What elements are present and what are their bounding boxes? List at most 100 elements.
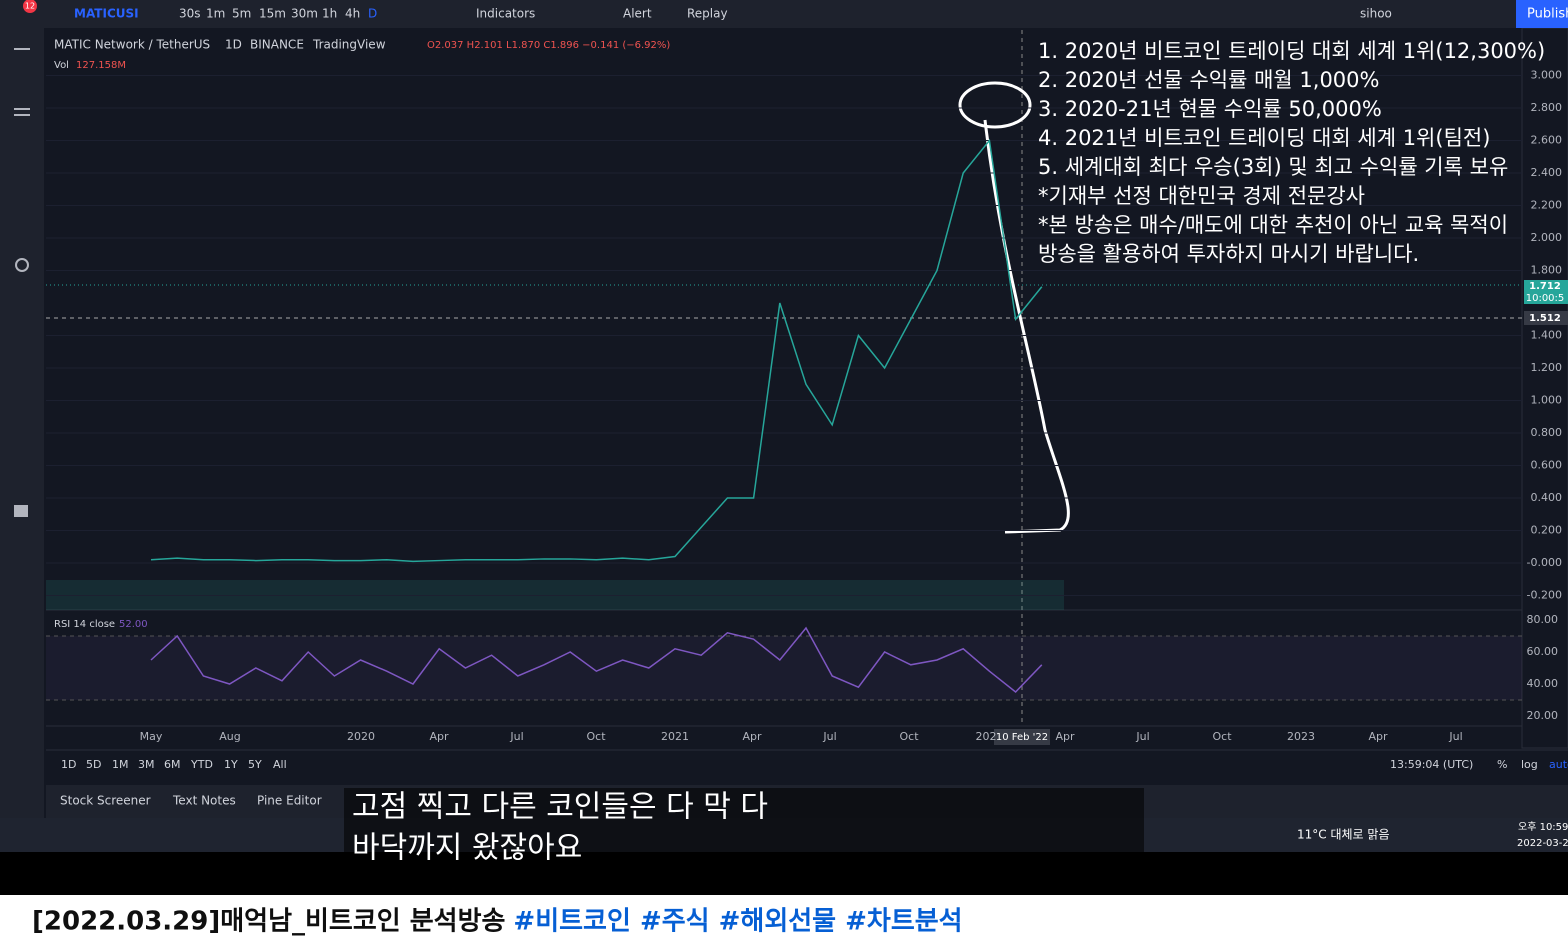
rsi-label: RSI 14 close [54,619,115,630]
y-tick-label: 2.000 [1531,231,1563,244]
x-tick-label: May [140,730,163,743]
overlay-line: 5. 세계대회 최다 우승(3회) 및 최고 수익률 기록 보유 [1038,155,1508,179]
x-tick-label: 10 Feb '22 [996,732,1048,743]
auto-toggle[interactable]: auto [1549,758,1568,771]
rsi-tick-label: 20.00 [1527,709,1559,722]
price-axis [1521,27,1568,749]
y-tick-label: 1.400 [1531,329,1563,342]
x-tick-label: Apr [1368,730,1388,743]
interval-button[interactable]: D [368,7,377,21]
y-tick-label: 1.200 [1531,361,1563,374]
x-tick-label: Oct [586,730,606,743]
weather: 11°C 대체로 맑음 [1297,828,1389,842]
interval-button[interactable]: 5m [232,7,251,21]
y-tick-label: -0.000 [1527,556,1562,569]
panel-tab[interactable]: Text Notes [172,794,236,808]
x-tick-label: Oct [899,730,919,743]
app-background [0,0,1568,895]
crosshair-price-label: 1.512 [1529,313,1561,324]
publish-button[interactable] [1516,0,1568,28]
y-tick-label: 0.400 [1531,491,1563,504]
x-tick-label: Jul [1448,730,1462,743]
interval-button[interactable]: 4h [345,7,360,21]
x-tick-label: Apr [429,730,449,743]
source: TradingView [312,38,386,52]
x-tick-label: 2020 [347,730,375,743]
rsi-line [150,626,1043,694]
left-toolbar [0,28,44,818]
overlay-line: 2. 2020년 선물 수익률 매월 1,000% [1038,68,1380,92]
rsi-tick-label: 60.00 [1527,645,1559,658]
symbol[interactable]: MATICUSI [74,7,139,21]
range-button[interactable]: 1M [112,758,129,771]
range-button[interactable]: 5Y [248,758,262,771]
percent-toggle[interactable]: % [1497,758,1507,771]
x-tick-label: Jul [1135,730,1149,743]
panel-tab[interactable]: Pine Editor [257,794,322,808]
hand-drawing [958,81,1070,534]
overlay-line: 방송을 활용하여 투자하지 마시기 바랍니다. [1038,242,1419,266]
subtitle-box [344,788,1144,868]
clock: 13:59:04 (UTC) [1390,758,1473,771]
y-tick-label: 0.600 [1531,459,1563,472]
range-button[interactable]: All [273,758,287,771]
top-toolbar [0,0,1568,28]
range-button[interactable]: 1D [61,758,76,771]
x-tick-label: Apr [742,730,762,743]
video-hashtags[interactable]: #비트코인 #주식 #해외선물 #차트분석 [513,907,962,937]
y-tick-label: 2.800 [1531,101,1563,114]
y-tick-label: 3.000 [1531,69,1563,82]
y-tick-label: 2.400 [1531,166,1563,179]
pair: MATIC Network / TetherUS [54,38,210,52]
y-tick-label: 2.600 [1531,134,1563,147]
alert-button[interactable]: Alert [623,7,652,21]
video-title: [2022.03.29]매억남_비트코인 분석방송 [32,907,505,937]
publish-label[interactable]: Publish [1527,7,1568,22]
volume-label: Vol [54,60,69,71]
overlay-line: 4. 2021년 비트코인 트레이딩 대회 세계 1위(팀전) [1038,126,1490,150]
crosshair-date-box [994,729,1050,745]
y-tick-label: 2.200 [1531,199,1563,212]
interval-button[interactable]: 30s [179,7,201,21]
badge-count: 12 [25,2,35,11]
clock-time: 오후 10:59 [1518,821,1568,833]
volume-value: 127.158M [76,60,126,71]
x-tick-label: 2021 [661,730,689,743]
y-tick-label: 0.800 [1531,426,1563,439]
log-toggle[interactable]: log [1521,758,1538,771]
y-tick-label: 1.800 [1531,264,1563,277]
overlay-line: 1. 2020년 비트코인 트레이딩 대회 세계 1위(12,300%) [1038,39,1545,63]
replay-button[interactable]: Replay [687,7,728,21]
range-button[interactable]: 6M [164,758,181,771]
exchange: BINANCE [250,38,304,52]
user-button[interactable]: sihoo [1360,7,1392,21]
range-button[interactable]: 5D [86,758,101,771]
interval: 1D [225,38,242,52]
range-button[interactable]: YTD [190,758,213,771]
panel-tab[interactable]: Stock Screener [60,794,151,808]
indicators-button[interactable]: Indicators [476,7,535,21]
ohlc: O2.037 H2.101 L1.870 C1.896 −0.141 (−6.9… [427,40,670,51]
overlay-line: *본 방송은 매수/매도에 대한 추천이 아닌 교육 목적이 [1038,213,1508,237]
rsi-tick-label: 80.00 [1527,613,1559,626]
interval-button[interactable]: 30m [291,7,318,21]
range-button[interactable]: 1Y [224,758,238,771]
x-tick-label: Aug [219,730,240,743]
x-tick-label: 202 [976,730,997,743]
x-tick-label: Apr [1055,730,1075,743]
x-tick-label: Oct [1212,730,1232,743]
interval-button[interactable]: 1h [322,7,337,21]
range-button[interactable]: 3M [138,758,155,771]
overlay-line: *기재부 선정 대한민국 경제 전문강사 [1038,184,1365,208]
interval-button[interactable]: 15m [259,7,286,21]
interval-button[interactable]: 1m [206,7,225,21]
x-tick-label: Jul [509,730,523,743]
subtitle-line: 고점 찍고 다른 코인들은 다 막 다 [352,790,768,825]
overlay-line: 3. 2020-21년 현물 수익률 50,000% [1038,97,1382,121]
last-price-label: 1.712 [1529,281,1561,292]
x-tick-label: 2023 [1287,730,1315,743]
title-background [0,895,1568,938]
rsi-tick-label: 40.00 [1527,677,1559,690]
